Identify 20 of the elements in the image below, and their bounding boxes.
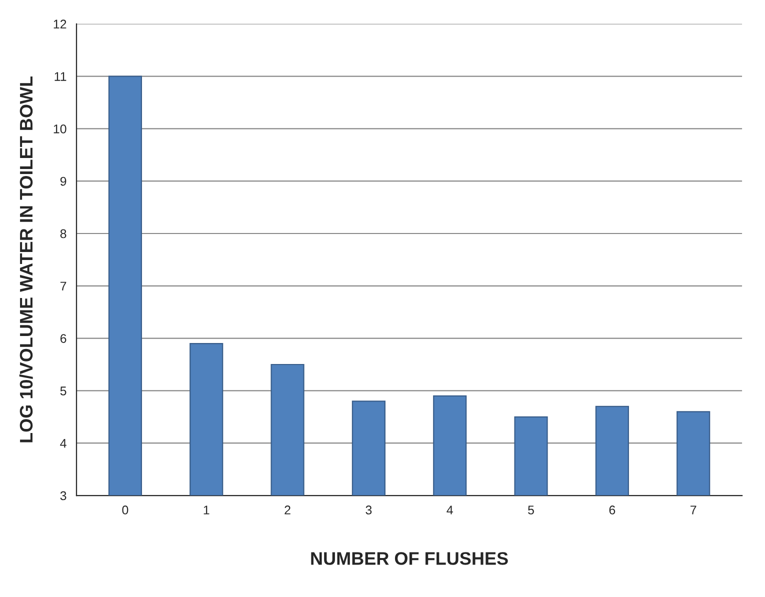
y-tick-label: 12	[54, 20, 66, 28]
x-tick-label: 6	[609, 506, 616, 514]
x-tick-label: 2	[284, 506, 290, 514]
x-tick-label: 1	[204, 506, 210, 514]
x-tick-label: 4	[446, 506, 453, 514]
y-tick-label: 4	[60, 439, 66, 448]
y-tick-label: 11	[54, 72, 66, 81]
x-tick-label: 0	[122, 506, 128, 514]
y-tick-label: 9	[60, 176, 66, 186]
y-axis-title: LOG 10/VOLUME WATER IN TOILET BOWL	[19, 76, 33, 442]
y-tick-label: 10	[54, 124, 66, 134]
y-tick-label: 7	[60, 282, 66, 290]
x-tick-label: 7	[690, 506, 696, 514]
y-tick-label: 3	[60, 491, 66, 500]
x-tick-label: 5	[528, 506, 534, 514]
x-axis-title: NUMBER OF FLUSHES	[311, 552, 508, 565]
y-tick-label: 5	[60, 386, 66, 396]
x-tick-label: 3	[366, 506, 372, 514]
y-tick-label: 8	[60, 229, 66, 238]
y-tick-label: 6	[60, 334, 66, 343]
